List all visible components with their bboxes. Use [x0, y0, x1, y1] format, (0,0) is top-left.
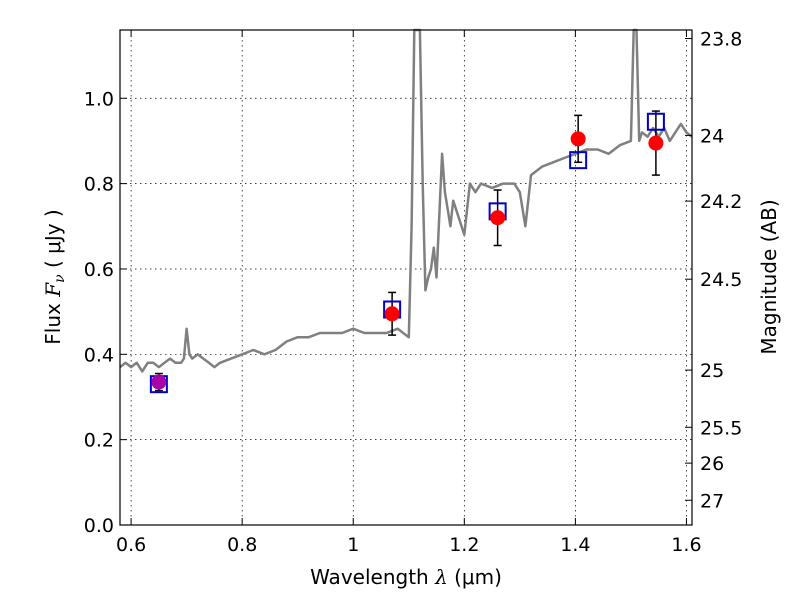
y-axis-ticks: 0.0 0.2 0.4 0.6 0.8 1.0: [84, 88, 127, 537]
x-axis-ticks: 0.6 0.8 1 1.2 1.4 1.6: [116, 30, 702, 556]
x-tick-label: 0.8: [227, 534, 257, 556]
model-band-box: [646, 112, 665, 131]
x-tick-label: 1.4: [560, 534, 590, 556]
grid: [120, 30, 692, 526]
observed-point: [151, 374, 167, 390]
magnitude-tick-label: 26: [700, 453, 724, 475]
x-tick-label: 1.2: [449, 534, 479, 556]
y-tick-label: 0.2: [84, 430, 114, 452]
y-tick-label: 0.4: [84, 344, 114, 366]
magnitude-tick-label: 24.5: [700, 269, 742, 291]
spectrum-line: [119, 28, 693, 373]
magnitude-tick-label: 25: [700, 360, 724, 382]
model-band-box: [569, 151, 588, 170]
y-tick-label: 1.0: [84, 88, 114, 110]
magnitude-axis-ticks: 23.8 24 24.2 24.5 25 25.5 26 27: [685, 29, 742, 512]
magnitude-tick-label: 27: [700, 490, 724, 512]
magnitude-tick-label: 24: [700, 125, 724, 147]
model-band-series: [149, 112, 665, 394]
x-axis-label: Wavelength λ (μm): [310, 565, 502, 589]
y-axis-label: Flux Fν ( μJy ): [41, 209, 68, 344]
y-tick-label: 0.6: [84, 259, 114, 281]
observed-point: [570, 131, 586, 147]
magnitude-tick-label: 23.8: [700, 29, 742, 51]
x-tick-label: 1.6: [671, 534, 701, 556]
y-tick-label: 0.0: [84, 515, 114, 537]
x-tick-label: 0.6: [116, 534, 146, 556]
x-tick-label: 1: [347, 534, 359, 556]
magnitude-tick-label: 25.5: [700, 417, 742, 439]
observed-point: [384, 306, 400, 322]
observed-point: [648, 135, 664, 151]
magnitude-axis-label: Magnitude (AB): [757, 199, 781, 354]
observed-series: [151, 131, 664, 390]
y-tick-label: 0.8: [84, 174, 114, 196]
spectrum-series: [119, 28, 693, 373]
observed-point: [490, 210, 506, 226]
magnitude-tick-label: 24.2: [700, 191, 742, 213]
plot-frame: [119, 29, 693, 526]
